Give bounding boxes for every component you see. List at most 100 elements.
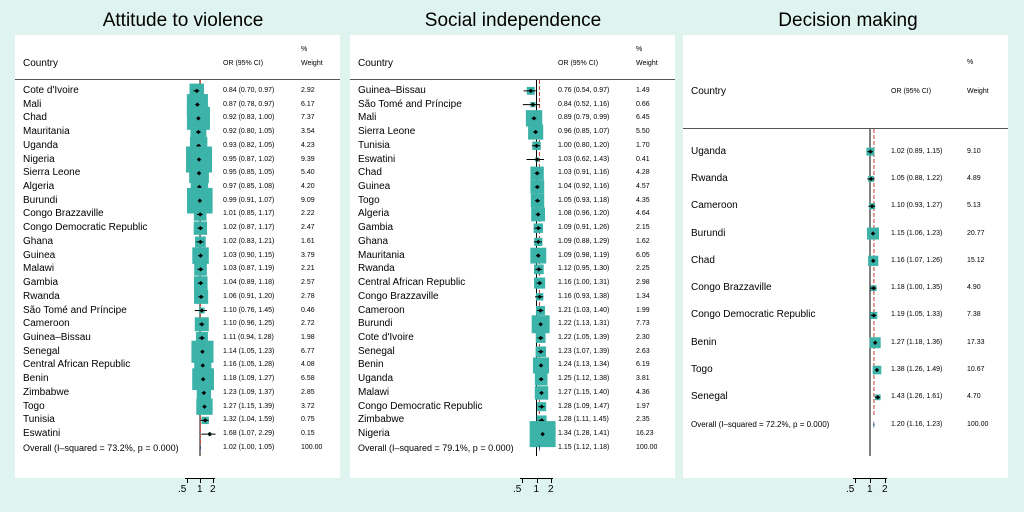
table-row: Guinea–Bissau 0.76 (0.54, 0.97) 1.49 <box>350 84 675 98</box>
table-row: Cote d'Ivoire 1.22 (1.05, 1.39) 2.30 <box>350 331 675 345</box>
country-label: Mali <box>358 112 377 124</box>
point-estimate <box>534 157 540 162</box>
or-ci-label: 1.28 (1.09, 1.47) <box>558 402 610 410</box>
or-ci-label: 1.05 (0.88, 1.22) <box>891 174 943 182</box>
weight-label: 3.79 <box>301 251 315 259</box>
table-row: Benin 1.24 (1.13, 1.34) 6.19 <box>350 358 675 372</box>
table-row: Guinea–Bissau 1.11 (0.94, 1.28) 1.98 <box>15 331 340 345</box>
x-tick <box>551 478 552 483</box>
weight-label: 1.61 <box>301 237 315 245</box>
table-row: Nigeria 0.95 (0.87, 1.02) 9.39 <box>15 153 340 167</box>
weight-label: 10.67 <box>967 366 985 374</box>
table-row: Uganda 1.25 (1.12, 1.38) 3.81 <box>350 372 675 386</box>
weight-label: 0.41 <box>636 155 650 163</box>
weight-label: 0.15 <box>301 430 315 438</box>
point-estimate <box>198 294 204 300</box>
table-row: Tunisia 1.32 (1.04, 1.59) 0.75 <box>15 413 340 427</box>
weight-label: 4.23 <box>301 141 315 149</box>
weight-label: 3.72 <box>301 402 315 410</box>
weight-label: 5.40 <box>301 169 315 177</box>
point-estimate <box>536 267 542 272</box>
forest-panel: Country OR (95% CI)% Weight Cote d'Ivoire 0.… <box>15 35 340 478</box>
table-row: Senegal 1.14 (1.05, 1.23) 6.77 <box>15 345 340 359</box>
table-row: Guinea 1.04 (0.92, 1.16) 4.57 <box>350 180 675 194</box>
point-estimate <box>207 431 212 437</box>
country-label: Chad <box>23 112 47 124</box>
overall-weight-label: 100.00 <box>636 443 658 451</box>
point-estimate <box>197 198 203 203</box>
weight-label: 2.21 <box>301 265 315 273</box>
or-ci-label: 1.27 (1.15, 1.40) <box>558 388 610 396</box>
weight-label: 17.33 <box>967 338 985 346</box>
weight-label: 4.35 <box>636 196 650 204</box>
table-row: São Tomé and Príncipe 0.84 (0.52, 1.16) 0.… <box>350 98 675 112</box>
weight-label: 0.46 <box>301 306 315 314</box>
or-ci-label: 1.16 (1.05, 1.28) <box>223 361 275 369</box>
table-row: Burundi 1.22 (1.13, 1.31) 7.73 <box>350 317 675 331</box>
or-ci-label: 1.18 (1.09, 1.27) <box>223 375 275 383</box>
table-row: Zimbabwe 1.28 (1.11, 1.45) 2.35 <box>350 413 675 427</box>
weight-label: 4.89 <box>967 174 981 182</box>
weight-label: 2.78 <box>301 292 315 300</box>
country-label: Rwanda <box>23 290 60 302</box>
header-separator <box>683 128 1008 129</box>
weight-label: 2.63 <box>636 347 650 355</box>
country-label: Benin <box>691 336 717 348</box>
point-estimate <box>875 395 880 400</box>
point-estimate <box>196 171 202 176</box>
overall-weight-label: 100.00 <box>967 420 989 428</box>
weight-label: 2.98 <box>636 279 650 287</box>
table-row: Zimbabwe 1.23 (1.09, 1.37) 2.85 <box>15 386 340 400</box>
or-ci-label: 0.87 (0.78, 0.97) <box>223 100 275 108</box>
chart-title: Social independence <box>424 10 602 31</box>
or-ci-label: 0.84 (0.52, 1.16) <box>558 100 610 108</box>
or-ci-label: 1.01 (0.85, 1.17) <box>223 210 275 218</box>
or-ci-label: 0.95 (0.85, 1.05) <box>223 169 275 177</box>
country-label: Zimbabwe <box>358 414 405 426</box>
overall-diamond <box>538 443 540 452</box>
weight-label: 2.22 <box>301 210 315 218</box>
table-row: Malawi 1.27 (1.15, 1.40) 4.36 <box>350 386 675 400</box>
table-row: Uganda 1.02 (0.89, 1.15) 9.10 <box>683 145 1008 159</box>
country-label: Nigeria <box>358 428 390 440</box>
weight-label: 4.70 <box>967 393 981 401</box>
country-label: Eswatini <box>23 428 61 440</box>
country-label: Mauritania <box>358 249 405 261</box>
header-percent: % <box>636 46 643 53</box>
weight-label: 7.73 <box>636 320 650 328</box>
weight-label: 9.39 <box>301 155 315 163</box>
country-label: Congo Brazzaville <box>23 208 104 220</box>
or-ci-label: 0.95 (0.87, 1.02) <box>223 155 275 163</box>
or-ci-label: 1.25 (1.12, 1.38) <box>558 375 610 383</box>
weight-label: 1.34 <box>636 292 650 300</box>
weight-label: 4.28 <box>636 169 650 177</box>
or-ci-label: 1.21 (1.03, 1.40) <box>558 306 610 314</box>
or-ci-label: 1.05 (0.93, 1.18) <box>558 196 610 204</box>
country-label: Zimbabwe <box>23 386 70 398</box>
table-row: Mauritania 0.92 (0.80, 1.05) 3.54 <box>15 125 340 139</box>
country-label: Congo Democratic Republic <box>358 400 483 412</box>
country-label: Chad <box>691 254 715 266</box>
point-estimate <box>199 322 204 327</box>
table-row: Sierra Leone 0.95 (0.85, 1.05) 5.40 <box>15 166 340 180</box>
or-ci-label: 1.10 (0.93, 1.27) <box>891 202 943 210</box>
country-label: Burundi <box>691 227 726 239</box>
or-ci-label: 0.99 (0.91, 1.07) <box>223 196 275 204</box>
point-estimate <box>872 340 878 345</box>
or-ci-label: 1.09 (0.88, 1.29) <box>558 237 610 245</box>
header-country: Country <box>691 86 727 97</box>
point-estimate <box>196 129 201 135</box>
x-tick-label: .5 <box>846 484 855 495</box>
or-ci-label: 1.08 (0.96, 1.20) <box>558 210 610 218</box>
or-ci-label: 0.92 (0.83, 1.00) <box>223 114 275 122</box>
table-row: Rwanda 1.05 (0.88, 1.22) 4.89 <box>683 172 1008 186</box>
country-label: Cote d'Ivoire <box>23 84 79 96</box>
weight-label: 6.77 <box>301 347 315 355</box>
country-label: Mauritania <box>23 126 70 138</box>
or-ci-label: 0.76 (0.54, 0.97) <box>558 86 610 94</box>
header-weight: Weight <box>636 60 658 67</box>
x-tick <box>870 478 871 483</box>
table-row: Congo Brazzaville 1.18 (1.00, 1.35) 4.90 <box>683 281 1008 295</box>
country-label: Guinea <box>23 249 56 261</box>
or-ci-label: 1.02 (0.89, 1.15) <box>891 147 943 155</box>
